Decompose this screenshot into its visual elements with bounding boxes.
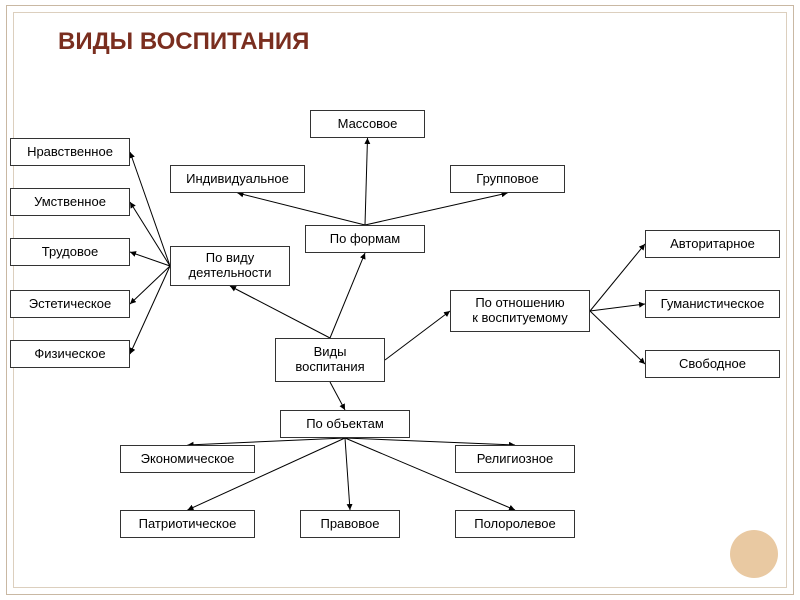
node-relig: Религиозное: [455, 445, 575, 473]
node-mass: Массовое: [310, 110, 425, 138]
node-activity: По видудеятельности: [170, 246, 290, 286]
node-human: Гуманистическое: [645, 290, 780, 318]
node-group: Групповое: [450, 165, 565, 193]
node-phys: Физическое: [10, 340, 130, 368]
node-mental: Умственное: [10, 188, 130, 216]
node-legal: Правовое: [300, 510, 400, 538]
node-econ: Экономическое: [120, 445, 255, 473]
node-attitude: По отношениюк воспитуемому: [450, 290, 590, 332]
node-aesth: Эстетическое: [10, 290, 130, 318]
node-patriot: Патриотическое: [120, 510, 255, 538]
node-moral: Нравственное: [10, 138, 130, 166]
node-gender: Полоролевое: [455, 510, 575, 538]
node-labor: Трудовое: [10, 238, 130, 266]
node-center: Видывоспитания: [275, 338, 385, 382]
node-indiv: Индивидуальное: [170, 165, 305, 193]
node-forms: По формам: [305, 225, 425, 253]
node-objects: По объектам: [280, 410, 410, 438]
page-title: ВИДЫ ВОСПИТАНИЯ: [58, 28, 309, 56]
node-author: Авторитарное: [645, 230, 780, 258]
node-free: Свободное: [645, 350, 780, 378]
corner-decoration: [730, 530, 778, 578]
